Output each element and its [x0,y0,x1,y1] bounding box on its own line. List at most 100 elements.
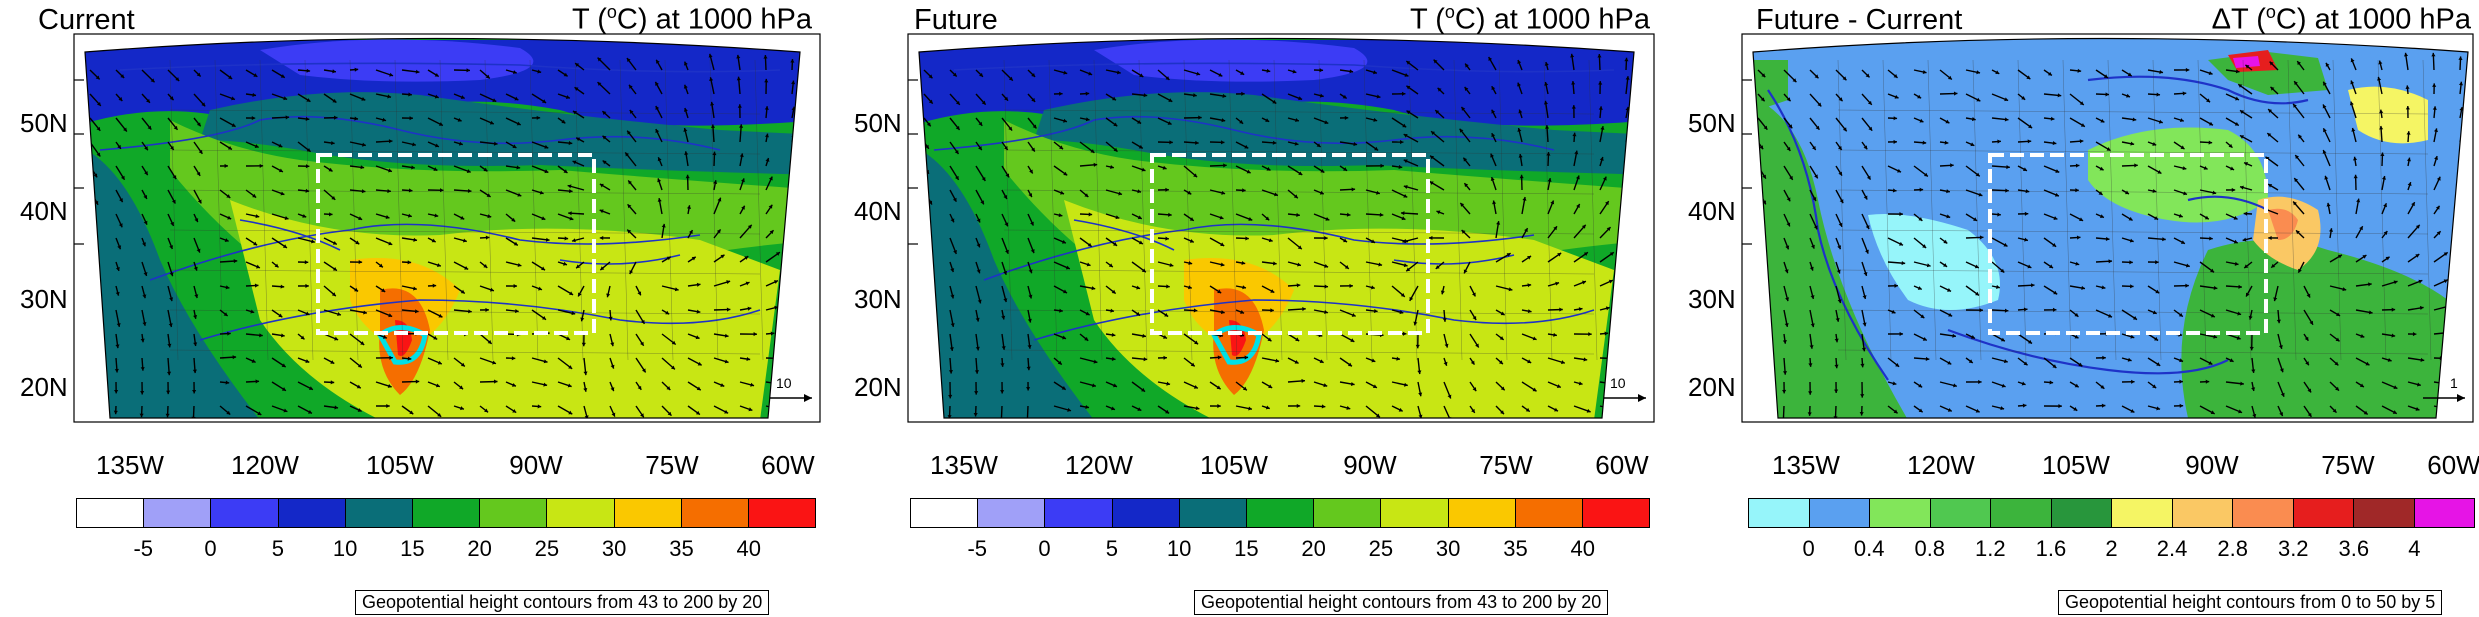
wind-vector-head [1918,217,1923,221]
wind-vector-head [627,130,631,135]
wind-vector-head [1864,249,1869,254]
wind-vector-head [1324,120,1329,125]
colorbar-tick-label: 0 [1038,536,1051,561]
wind-vector-head [2182,166,2187,171]
wind-vector-head [115,291,120,296]
wind-vector-head [1003,298,1008,303]
wind-vector-head [765,158,770,162]
wind-vector-head [1629,230,1634,235]
panel-title: Future - Current [1756,4,1963,36]
wind-vector-head [167,343,172,348]
wind-vector-head [2152,188,2157,194]
wind-vector-head [2391,333,2396,338]
wind-vector-head [2124,190,2129,195]
wind-vector-head [2209,236,2213,241]
wind-vector-head [90,321,95,326]
wind-vector-head [1093,162,1098,167]
wind-vector-head [2000,406,2005,411]
wind-vector-head [1784,323,1789,327]
wind-vector-head [2023,307,2028,312]
wind-vector [1757,309,1762,323]
wind-vector-head [2058,404,2062,409]
wind-vector-head [1093,359,1098,364]
wind-vector-head [486,193,491,197]
wind-vector-head [198,149,203,154]
geopotential-contour [239,219,341,251]
colorbar-swatch [2112,499,2173,527]
wind-vector-head [1090,149,1095,153]
wind-vector-head [328,212,333,217]
colorbar-swatch [144,499,212,527]
wind-vector-head [2075,188,2079,193]
wind-vector-head [691,256,696,261]
lon-label: 90W [509,450,563,480]
wind-vector-head [2105,92,2109,97]
wind-vector [1757,333,1761,351]
boundary-line [664,59,674,361]
wind-vector-head [599,209,604,214]
lat-label: 30N [20,284,68,314]
wind-vector-head [512,144,517,148]
wind-vector-head [2353,156,2358,161]
wind-vector-head [1297,262,1301,267]
wind-vector-head [2100,384,2105,389]
wind-vector-head [629,84,633,89]
wind-vector-head [1245,236,1249,241]
wind-vector [2459,303,2468,311]
wind-vector-head [1782,340,1787,344]
wind-vector-head [2295,155,2300,159]
wind-vector-head [120,175,125,180]
wind-vector-head [1576,203,1580,208]
colorbar-swatch [211,499,279,527]
wind-vector-head [661,223,666,228]
wind-vector-head [1242,285,1246,290]
boundary-line [1273,59,1283,361]
wind-vector-head [358,260,363,265]
colorbar-swatch [748,499,816,527]
wind-vector-head [2185,263,2190,268]
wind-vector-head [1190,362,1195,367]
wind-vector-head [1760,274,1765,279]
wind-vector-head [1223,163,1227,168]
wind-vector-head [415,69,420,74]
colorbar-swatch [1582,499,1650,527]
colorbar-tick-label: -5 [967,536,988,561]
wind-vector-head [1031,147,1035,152]
colorbar-swatch [2414,499,2474,527]
wind-vector-head [750,382,755,387]
wind-vector-head [1506,253,1511,257]
northeast-warming [2348,86,2428,144]
geopotential-contour [149,223,701,281]
wind-vector-head [2079,139,2084,144]
wind-vector-head [1968,359,1973,363]
wind-vector [791,230,800,239]
wind-vector-head [1167,121,1172,125]
wind-vector-head [736,54,741,59]
wind-vector-head [1447,394,1452,399]
reference-vector-head [804,394,812,402]
wind-vector-head [2391,307,2396,312]
wind-vector [791,255,800,263]
wind-vector-head [1604,331,1609,336]
wind-vector-head [1756,364,1761,368]
wind-vector-head [1217,355,1222,360]
wind-vector-head [114,389,119,394]
wind-vector [1782,405,1785,418]
wind-vector-head [2108,313,2113,318]
wind-vector-head [1111,332,1116,337]
wind-vector-head [487,339,492,344]
wind-vector-head [2296,230,2300,235]
wind-vector-head [717,197,722,202]
wind-vector-head [697,361,702,366]
wind-vector-head [1517,127,1522,132]
wind-vector-head [2074,312,2079,317]
wind-vector-head [1606,227,1611,232]
wind-vector-head [1396,356,1401,361]
lon-label: 120W [1907,450,1975,480]
wind-vector-head [196,171,201,176]
wind-vector-head [581,342,586,347]
wind-vector-head [1581,224,1586,229]
geopotential-contour [1947,328,2229,375]
wind-vector-head [1274,192,1278,197]
wind-vector-head [2268,109,2273,113]
